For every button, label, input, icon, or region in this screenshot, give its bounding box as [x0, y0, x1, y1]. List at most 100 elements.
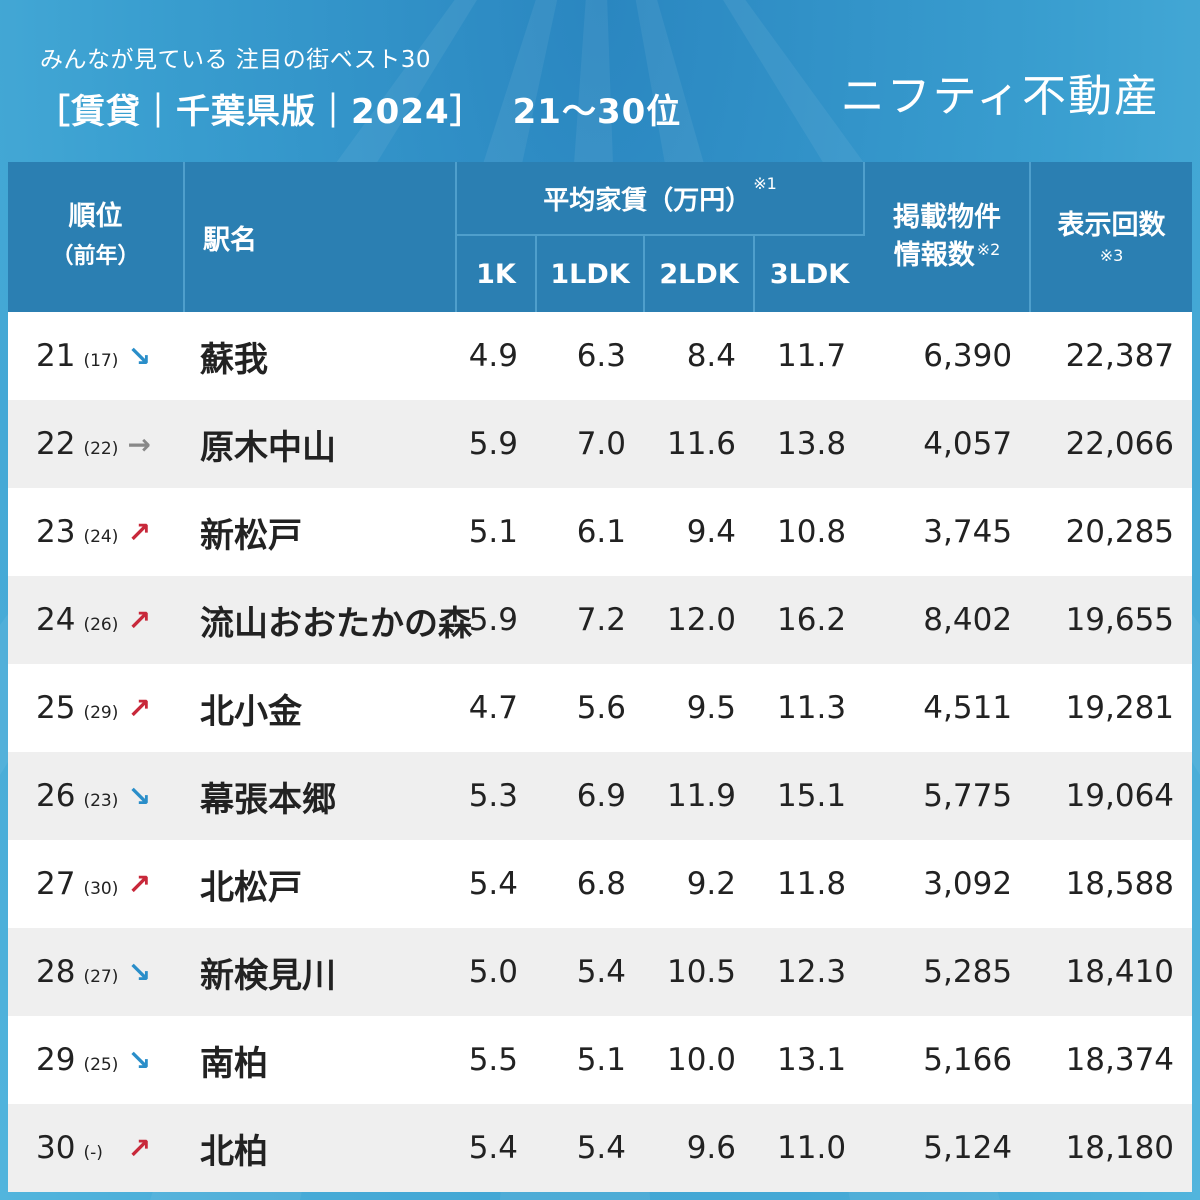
views-header-label: 表示回数: [1057, 210, 1166, 241]
views-header: 表示回数 ※3: [1030, 162, 1193, 312]
previous-rank: (29): [83, 703, 119, 723]
size-header-1k: 1K: [456, 235, 537, 312]
station-name: 新検見川: [184, 928, 456, 1016]
rent-1ldk: 7.0: [536, 400, 644, 488]
rent-1ldk: 5.1: [536, 1016, 644, 1104]
rent-3ldk: 16.2: [754, 576, 865, 664]
views-count: 22,066: [1030, 400, 1193, 488]
rank-value: 26: [36, 778, 76, 814]
rent-1ldk: 5.4: [536, 928, 644, 1016]
rank-cell: 26 (23) ↘: [8, 752, 184, 840]
listings-count: 3,092: [864, 840, 1031, 928]
trend-down-icon: ↘: [127, 340, 151, 373]
rent-2ldk: 8.4: [644, 312, 754, 400]
rent-1ldk: 5.4: [536, 1104, 644, 1192]
table-body: 21 (17) ↘ 蘇我 4.9 6.3 8.4 11.7 6,390 22,387 22 (22) →…: [8, 312, 1193, 1192]
rent-1k: 5.1: [456, 488, 536, 576]
trend-up-icon: ↗: [127, 604, 151, 637]
rank-header-label: 順位: [68, 201, 123, 232]
trend-up-icon: ↗: [127, 1132, 151, 1165]
trend-flat-icon: →: [127, 428, 151, 461]
rank-value: 25: [36, 690, 76, 726]
rent-3ldk: 13.8: [754, 400, 865, 488]
listings-count: 5,285: [864, 928, 1031, 1016]
rent-3ldk: 11.7: [754, 312, 865, 400]
rent-3ldk: 10.8: [754, 488, 865, 576]
size-header-2ldk: 2LDK: [644, 235, 755, 312]
previous-rank: (25): [83, 1055, 119, 1075]
rent-3ldk: 13.1: [754, 1016, 865, 1104]
listings-count: 3,745: [864, 488, 1031, 576]
rank-value: 24: [36, 602, 76, 638]
rent-2ldk: 10.5: [644, 928, 754, 1016]
rank-cell: 27 (30) ↗: [8, 840, 184, 928]
rent-group-header: 平均家賃（万円）※1: [456, 162, 866, 236]
rank-value: 27: [36, 866, 76, 902]
rank-value: 29: [36, 1042, 76, 1078]
views-count: 19,064: [1030, 752, 1193, 840]
rank-header-sub: （前年）: [51, 244, 140, 269]
subtitle: みんなが見ている 注目の街ベスト30: [40, 47, 432, 73]
header-row-1: 順位 （前年） 駅名 平均家賃（万円）※1 掲載物件 情報数 ※2 表示回数 ※3: [8, 162, 1193, 312]
rent-note: ※1: [753, 173, 777, 193]
trend-up-icon: ↗: [127, 516, 151, 549]
station-header: 駅名: [184, 162, 457, 312]
rank-value: 22: [36, 426, 76, 462]
title-range: 21〜30位: [512, 92, 682, 132]
rent-1k: 5.4: [456, 1104, 536, 1192]
table-row: 30 (-) ↗ 北柏 5.4 5.4 9.6 11.0 5,124 18,180: [8, 1104, 1193, 1192]
rent-2ldk: 11.6: [644, 400, 754, 488]
rank-cell: 23 (24) ↗: [8, 488, 184, 576]
rent-1ldk: 6.1: [536, 488, 644, 576]
views-count: 18,180: [1030, 1104, 1193, 1192]
trend-down-icon: ↘: [127, 1044, 151, 1077]
previous-rank: (22): [83, 439, 119, 459]
table-row: 26 (23) ↘ 幕張本郷 5.3 6.9 11.9 15.1 5,775 19,064: [8, 752, 1193, 840]
views-count: 18,410: [1030, 928, 1193, 1016]
rent-2ldk: 12.0: [644, 576, 754, 664]
rent-3ldk: 11.3: [754, 664, 865, 752]
station-name: 北松戸: [184, 840, 456, 928]
rank-cell: 21 (17) ↘: [8, 312, 184, 400]
station-name: 北柏: [184, 1104, 456, 1192]
trend-down-icon: ↘: [127, 956, 151, 989]
rank-cell: 29 (25) ↘: [8, 1016, 184, 1104]
brand-logo: ニフティ不動産: [840, 71, 1160, 122]
rank-header: 順位 （前年）: [8, 162, 185, 312]
rent-1k: 5.5: [456, 1016, 536, 1104]
previous-rank: (27): [83, 967, 119, 987]
size-header-3ldk: 3LDK: [754, 235, 865, 312]
previous-rank: (24): [83, 527, 119, 547]
views-note: ※3: [1099, 246, 1124, 265]
views-count: 18,374: [1030, 1016, 1193, 1104]
listings-header: 掲載物件 情報数 ※2: [864, 162, 1032, 312]
station-name: 流山おおたかの森: [184, 576, 472, 664]
views-count: 19,655: [1030, 576, 1193, 664]
rent-1k: 5.9: [456, 576, 536, 664]
title-main: ［賃貸｜千葉県版｜2024］: [36, 92, 485, 132]
rent-3ldk: 11.0: [754, 1104, 865, 1192]
rent-1k: 5.0: [456, 928, 536, 1016]
table-row: 24 (26) ↗ 流山おおたかの森 5.9 7.2 12.0 16.2 8,402 19,655: [8, 576, 1193, 664]
table-row: 22 (22) → 原木中山 5.9 7.0 11.6 13.8 4,057 22,066: [8, 400, 1193, 488]
header: みんなが見ている 注目の街ベスト30 ［賃貸｜千葉県版｜2024］ 21〜30位 …: [0, 0, 1200, 160]
listings-count: 5,124: [864, 1104, 1031, 1192]
listings-header-line1: 掲載物件: [893, 202, 1002, 233]
rent-3ldk: 12.3: [754, 928, 865, 1016]
size-header-1ldk: 1LDK: [536, 235, 645, 312]
rank-value: 23: [36, 514, 76, 550]
ranking-table: 順位 （前年） 駅名 平均家賃（万円）※1 掲載物件 情報数 ※2 表示回数 ※3…: [8, 162, 1193, 1192]
page-title: ［賃貸｜千葉県版｜2024］ 21〜30位: [36, 84, 681, 133]
rank-cell: 22 (22) →: [8, 400, 184, 488]
views-count: 20,285: [1030, 488, 1193, 576]
station-name: 南柏: [184, 1016, 456, 1104]
rank-value: 30: [36, 1130, 76, 1166]
rent-1ldk: 6.8: [536, 840, 644, 928]
station-name: 新松戸: [184, 488, 456, 576]
trend-down-icon: ↘: [127, 780, 151, 813]
views-count: 18,588: [1030, 840, 1193, 928]
rank-value: 28: [36, 954, 76, 990]
rent-3ldk: 11.8: [754, 840, 865, 928]
rank-cell: 24 (26) ↗: [8, 576, 184, 664]
previous-rank: (26): [83, 615, 119, 635]
